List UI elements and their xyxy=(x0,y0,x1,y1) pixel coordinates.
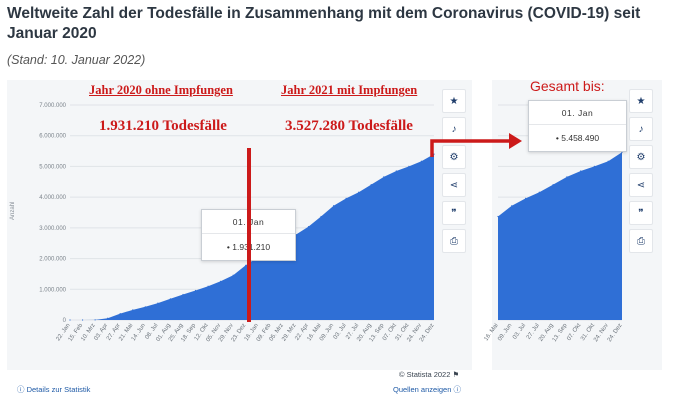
details-link[interactable]: ⓘ Details zur Statistik xyxy=(17,384,90,395)
data-point xyxy=(552,184,554,186)
data-point xyxy=(333,205,335,207)
data-point xyxy=(566,176,568,178)
quote-icon[interactable]: ❞ xyxy=(442,201,466,225)
details-label: Details zur Statistik xyxy=(26,385,91,394)
data-point xyxy=(358,191,360,193)
data-point xyxy=(497,215,499,218)
annotation-deaths-2020: 1.931.210 Todesfälle xyxy=(99,118,227,134)
data-point xyxy=(511,205,513,207)
sources-link[interactable]: Quellen anzeigen ⓘ xyxy=(393,384,461,395)
y-tick-label: 0 xyxy=(63,318,67,324)
data-point xyxy=(69,319,71,321)
data-point xyxy=(370,184,372,186)
x-tick-label: 03. Jul xyxy=(512,323,527,341)
data-point xyxy=(220,280,222,282)
data-point xyxy=(82,319,84,321)
star-icon[interactable]: ★ xyxy=(629,89,653,113)
copyright-label: © Statista 2022 xyxy=(399,370,451,379)
data-point xyxy=(157,302,159,304)
toolbar-right: ★ ♪ ⚙ ⋖ ❞ ⎙ xyxy=(629,89,653,253)
data-point xyxy=(395,170,397,172)
tooltip-right-value-text: 5.458.490 xyxy=(561,133,600,143)
data-point xyxy=(345,197,347,199)
data-point xyxy=(232,274,234,276)
y-tick-label: 6.000.000 xyxy=(39,134,66,140)
data-point xyxy=(107,317,109,319)
info-icon: ⓘ xyxy=(453,385,461,394)
data-point xyxy=(408,165,410,167)
flag-icon: ⚑ xyxy=(452,370,460,379)
print-icon[interactable]: ⎙ xyxy=(442,229,466,253)
data-point xyxy=(383,176,385,178)
data-point xyxy=(420,160,422,162)
x-tick-label: 13. Sep xyxy=(552,322,569,343)
gear-icon[interactable]: ⚙ xyxy=(629,145,653,169)
gear-icon[interactable]: ⚙ xyxy=(442,145,466,169)
info-icon: ⓘ xyxy=(17,385,25,394)
chart-subtitle: (Stand: 10. Januar 2022) xyxy=(7,53,146,67)
data-point xyxy=(207,285,209,287)
tooltip-left-value: • 1.931.210 xyxy=(226,242,271,252)
area-series xyxy=(70,154,434,320)
y-tick-label: 5.000.000 xyxy=(39,164,66,170)
y-tick-label: 2.000.000 xyxy=(39,257,66,263)
data-point xyxy=(169,298,171,300)
star-icon[interactable]: ★ xyxy=(442,89,466,113)
chart-panel-zoom: 16. Mai 09. Jun 03. Jul 27. Jul 20. Aug 13. S… xyxy=(483,78,662,370)
copyright-text: © Statista 2022 ⚑ xyxy=(399,370,459,379)
x-tick-label: 09. Jun xyxy=(497,323,513,343)
y-tick-label: 4.000.000 xyxy=(39,195,66,201)
annotation-year-2020: Jahr 2020 ohne Impfungen xyxy=(89,83,233,97)
data-point xyxy=(132,309,134,311)
chart-title: Weltweite Zahl der Todesfälle in Zusamme… xyxy=(7,5,641,42)
data-point xyxy=(320,215,322,218)
quote-icon[interactable]: ❞ xyxy=(629,201,653,225)
data-point xyxy=(580,170,582,172)
data-point xyxy=(525,197,527,199)
x-tick-label: 24. Dez xyxy=(607,323,624,343)
data-point xyxy=(607,160,609,162)
data-point xyxy=(119,313,121,315)
tooltip-right-date: 01. Jan xyxy=(529,101,626,125)
annotation-gesamt: Gesamt bis: xyxy=(530,78,605,94)
tooltip-left-value-text: 1.931.210 xyxy=(232,242,271,252)
data-point xyxy=(182,293,184,296)
y-tick-label: 1.000.000 xyxy=(39,287,66,293)
y-tick-label: 7.000.000 xyxy=(39,103,66,109)
data-point xyxy=(245,264,247,266)
sources-label: Quellen anzeigen xyxy=(393,385,452,394)
data-point xyxy=(433,153,435,155)
share-icon[interactable]: ⋖ xyxy=(629,173,653,197)
data-point xyxy=(593,165,595,167)
tooltip-left-date: 01. Jan xyxy=(202,210,295,234)
share-icon[interactable]: ⋖ xyxy=(442,173,466,197)
tooltip-left: 01. Jan • 1.931.210 xyxy=(201,209,296,261)
tooltip-right: 01. Jan • 5.458.490 xyxy=(528,100,627,152)
main-area-chart: 0 1.000.000 2.000.000 3.000.000 4.000.000 5.0… xyxy=(39,103,435,343)
bell-icon[interactable]: ♪ xyxy=(629,117,653,141)
bell-icon[interactable]: ♪ xyxy=(442,117,466,141)
area-series xyxy=(498,152,622,320)
data-point xyxy=(307,226,310,228)
annotation-deaths-2021: 3.527.280 Todesfälle xyxy=(285,118,413,134)
data-point xyxy=(144,306,146,308)
data-point xyxy=(538,191,540,193)
data-point xyxy=(621,151,623,153)
print-icon[interactable]: ⎙ xyxy=(629,229,653,253)
data-point xyxy=(194,289,197,292)
toolbar-left: ★ ♪ ⚙ ⋖ ❞ ⎙ xyxy=(442,89,466,253)
chart-panel-main: Anzahl 0 1.000.000 2.000.000 3.000.000 4.000… xyxy=(7,80,472,370)
annotation-year-2021: Jahr 2021 mit Impfungen xyxy=(281,83,418,97)
y-tick-label: 3.000.000 xyxy=(39,226,66,232)
data-point xyxy=(94,319,96,321)
tooltip-right-value: • 5.458.490 xyxy=(555,133,600,143)
